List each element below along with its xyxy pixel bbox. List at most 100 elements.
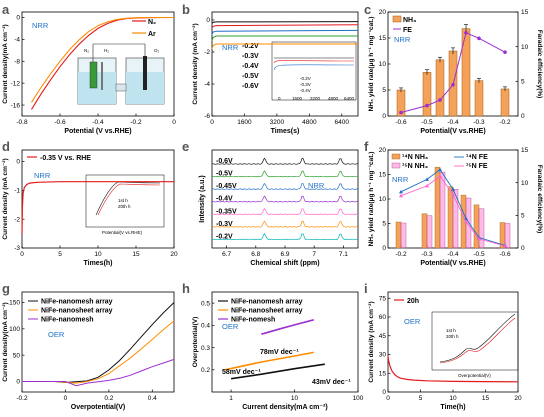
panel-h-ylabel: Overpotential(V) xyxy=(192,317,199,368)
series-e-2 xyxy=(211,182,359,190)
panel-i-inset-l2: 20th h xyxy=(446,334,459,339)
panel-b-ytick-label: -2 xyxy=(204,49,210,56)
panel-i-ytick-label: 15 xyxy=(379,370,387,377)
series-e-1 xyxy=(211,170,359,178)
series-i xyxy=(387,355,519,383)
point-c-fe xyxy=(425,103,429,108)
panel-i-ytick-label: 45 xyxy=(379,333,387,340)
series-g-1 xyxy=(22,320,175,384)
series-g-2 xyxy=(22,358,175,387)
legend-b-3: -0.5V xyxy=(242,73,259,80)
series-e-3 xyxy=(211,195,359,203)
panel-b-inset-xt0: 0 xyxy=(278,96,281,101)
panel-a-xtick-label: -0.8 xyxy=(16,119,28,126)
panel-c-xtick-label: -0.6 xyxy=(395,119,407,126)
panel-b-annotations: NRR -0.2V -0.3V -0.4V 0 1600 3200 4800 6… xyxy=(222,41,357,101)
panel-i-xlabel: Time(h) xyxy=(440,404,465,411)
panel-c-nrr: NRR xyxy=(394,35,411,44)
panel-d-xlabel: Times(h) xyxy=(83,260,112,267)
legend-f-14n-swatch xyxy=(391,153,401,160)
legend-f-15n: ¹⁵N NH₃ xyxy=(402,163,428,170)
point-f-fe xyxy=(399,189,403,194)
panel-c-xtick-label: -0.5 xyxy=(421,119,433,126)
legend-h-0: NiFe-nanomesh array xyxy=(231,299,303,306)
bar-f-14n xyxy=(447,186,454,249)
panel-d-ytick-label: -3 xyxy=(14,245,20,252)
point-f-fe xyxy=(399,193,403,198)
panel-i-xtick-label: 5 xyxy=(419,395,423,402)
panel-a-xtick-label: -0.6 xyxy=(54,119,66,126)
panel-g-xlabel: Overpotential(V) xyxy=(71,404,125,411)
point-f-fe xyxy=(451,187,455,191)
series-b-0 xyxy=(211,21,359,24)
legend-f-14n: ¹⁴N NH₃ xyxy=(402,154,428,161)
panel-a-letter: a xyxy=(2,2,10,17)
panel-b-xtick-label: 0 xyxy=(210,119,214,126)
panel-c-xlabel: Potential(V vs.RHE) xyxy=(420,128,485,135)
bar-c-nh3 xyxy=(500,88,510,117)
legend-e-0: -0.6V xyxy=(216,158,233,165)
panel-d-nrr: NRR xyxy=(34,171,51,180)
panel-c-ytick-label: 0 xyxy=(382,113,386,120)
panel-b-frame xyxy=(211,11,359,117)
legend-e-4: -0.35V xyxy=(216,208,237,215)
point-c-fe xyxy=(503,50,507,55)
point-f-fe xyxy=(451,192,455,196)
panel-i-xtick-label: 20 xyxy=(514,395,522,402)
panel-e-letter: e xyxy=(182,139,189,154)
panel-f-xlabel: Potential(V vs.RHE) xyxy=(420,260,485,267)
series-e-4 xyxy=(211,207,359,215)
panel-e-xtick-label: 6.9 xyxy=(280,251,289,258)
series-b-3 xyxy=(211,35,358,41)
panel-c-y2tick-label: 15 xyxy=(521,9,529,16)
panel-g-xtick-label: -0.2 xyxy=(16,395,28,402)
panel-h-xtick-label: 1 xyxy=(229,395,233,402)
point-c-fe xyxy=(399,110,403,115)
bar-f-14n xyxy=(421,213,428,249)
panel-h-ytick-label: 0.3 xyxy=(201,345,210,352)
panel-b-inset-l3: -0.4V xyxy=(300,88,311,93)
bar-c-nh3 xyxy=(461,28,471,117)
panel-i-inset: 1st h 20th h Overpotential(V) xyxy=(431,311,519,378)
panel-g-xtick-label: 0.4 xyxy=(148,395,157,402)
legend-a-ar: Ar xyxy=(148,31,156,38)
panel-g-ytick-label: 0 xyxy=(16,379,20,386)
panel-g-ylabel: Current density(mA cm⁻²) xyxy=(2,302,9,381)
panel-f-xtick-label: -0.5 xyxy=(473,251,485,258)
panel-a-ytick-label: -4 xyxy=(14,37,20,44)
panel-e-xtick-label: 7 xyxy=(312,251,316,258)
panel-g-ytick-label: 100 xyxy=(9,326,20,333)
panel-b-xlabel: Times(s) xyxy=(271,128,300,135)
panel-b-inset-xt1: 1600 xyxy=(292,96,303,101)
panel-e-xlabel: Chemical shift (ppm) xyxy=(250,260,319,267)
point-c-fe xyxy=(438,98,442,102)
panel-d-xtick-label: 15 xyxy=(132,251,140,258)
panel-d-ytick-label: 0 xyxy=(16,159,20,166)
panel-i-ytick-label: 30 xyxy=(379,352,387,359)
bar-f-15n xyxy=(439,171,446,249)
panel-g-xtick-label: 0.2 xyxy=(104,395,113,402)
panel-b-ytick-label: 0 xyxy=(206,17,210,24)
bar-f-15n xyxy=(478,208,485,249)
panel-d-inset-xlabel: Potential(V vs.RHE) xyxy=(102,230,143,235)
panel-e-frame xyxy=(211,149,359,249)
panel-d-ylabel: Current density (mA cm⁻²) xyxy=(2,158,9,239)
series-e-6 xyxy=(211,233,359,241)
panel-h-ytick-label: 0.2 xyxy=(201,367,210,374)
legend-c-nh3: NH₃ xyxy=(403,17,416,24)
panel-h-xtick-label: 100 xyxy=(353,395,364,402)
bar-f-15n xyxy=(400,222,407,249)
panel-i-annotations: OER 1st h 20th h Overpotential(V) xyxy=(404,311,519,378)
bar-c-nh3 xyxy=(474,80,484,117)
panel-d-xtick-label: 5 xyxy=(58,251,62,258)
panel-i-nrr: OER xyxy=(404,317,421,326)
panel-b-xtick-label: 1600 xyxy=(237,119,252,126)
legend-f-15fe: ¹⁵N FE xyxy=(466,163,488,170)
bar-f-15n xyxy=(426,215,433,249)
series-b-2 xyxy=(211,29,359,35)
panel-i-letter: i xyxy=(364,281,368,296)
annotation-h-1: 58mV dec⁻¹ xyxy=(222,369,261,376)
panel-h-nrr: OER xyxy=(222,322,239,331)
panel-g-xtick-label: 0 xyxy=(64,395,68,402)
panel-d-xtick-label: 10 xyxy=(94,251,102,258)
